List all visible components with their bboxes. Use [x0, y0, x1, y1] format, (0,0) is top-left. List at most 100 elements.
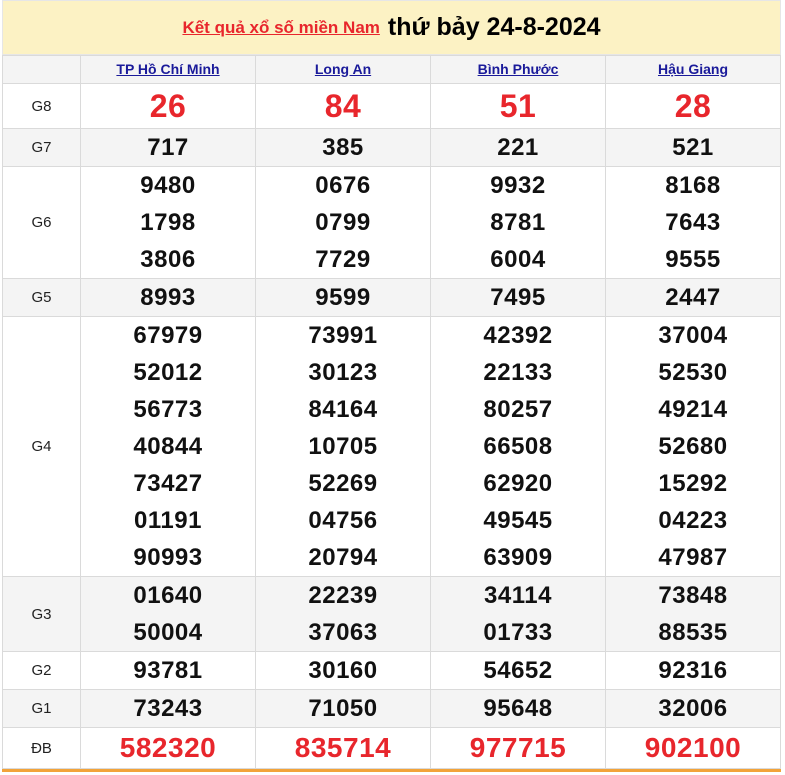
winning-number: 0676 [315, 172, 371, 199]
winning-number: 835714 [294, 732, 392, 763]
province-header-row: TP Hồ Chí Minh Long An Bình Phước Hậu Gi… [2, 55, 781, 84]
prize-cell: 54652 [430, 651, 606, 690]
winning-number: 62920 [483, 470, 553, 497]
prize-cell: 7495 [430, 278, 606, 317]
winning-number: 66508 [483, 433, 553, 460]
prize-cell: 73848 88535 [605, 576, 781, 652]
prize-row-đb: ĐB 582320 835714 977715 902100 [2, 727, 781, 769]
prize-row-g5: G5 8993 9599 7495 2447 [2, 278, 781, 317]
winning-number: 10705 [308, 433, 378, 460]
prize-cell: 73991 30123 84164 10705 52269 04756 20794 [255, 316, 431, 577]
winning-number: 8993 [140, 284, 196, 311]
winning-number: 385 [322, 134, 364, 161]
winning-number: 0799 [315, 209, 371, 236]
winning-number: 26 [149, 88, 187, 124]
winning-number: 9555 [665, 246, 721, 273]
prize-cell: 977715 [430, 727, 606, 769]
winning-number: 01733 [483, 619, 553, 646]
winning-number: 52530 [658, 359, 728, 386]
winning-number: 15292 [658, 470, 728, 497]
winning-number: 88535 [658, 619, 728, 646]
prize-label: G1 [2, 689, 81, 728]
province-link[interactable]: Hậu Giang [657, 60, 728, 77]
winning-number: 30160 [308, 657, 378, 684]
winning-number: 90993 [133, 544, 203, 571]
winning-number: 73243 [133, 695, 203, 722]
winning-number: 977715 [469, 732, 567, 763]
prize-cell: 221 [430, 128, 606, 167]
title-link[interactable]: Kết quả xổ số miền Nam [182, 17, 380, 37]
winning-number: 49545 [483, 507, 553, 534]
winning-number: 22133 [483, 359, 553, 386]
prize-cell: 717 [80, 128, 256, 167]
prize-cell: 582320 [80, 727, 256, 769]
prize-cell: 26 [80, 83, 256, 129]
prize-row-g8: G8 26 84 51 28 [2, 83, 781, 129]
winning-number: 01191 [134, 507, 202, 534]
winning-number: 80257 [483, 396, 553, 423]
winning-number: 7643 [665, 209, 721, 236]
prize-label: G5 [2, 278, 81, 317]
prize-label: G6 [2, 166, 81, 279]
winning-number: 52012 [133, 359, 203, 386]
winning-number: 84 [324, 88, 362, 124]
prize-label: G7 [2, 128, 81, 167]
prize-cell: 30160 [255, 651, 431, 690]
winning-number: 47987 [658, 544, 728, 571]
prize-cell: 8993 [80, 278, 256, 317]
province-link[interactable]: Long An [314, 60, 372, 77]
winning-number: 7729 [315, 246, 371, 273]
prize-cell: 0676 0799 7729 [255, 166, 431, 279]
prize-cell: 385 [255, 128, 431, 167]
prize-cell: 2447 [605, 278, 781, 317]
prize-cell: 42392 22133 80257 66508 62920 49545 63909 [430, 316, 606, 577]
prize-cell: 32006 [605, 689, 781, 728]
winning-number: 37063 [308, 619, 378, 646]
winning-number: 54652 [483, 657, 553, 684]
prize-cell: 51 [430, 83, 606, 129]
title-date: thứ bảy 24-8-2024 [387, 13, 601, 41]
winning-number: 95648 [483, 695, 553, 722]
winning-number: 22239 [308, 582, 378, 609]
prize-cell: 84 [255, 83, 431, 129]
winning-number: 6004 [490, 246, 546, 273]
winning-number: 04223 [658, 507, 728, 534]
prize-cell: 22239 37063 [255, 576, 431, 652]
bottom-border [2, 769, 781, 772]
prize-cell: 521 [605, 128, 781, 167]
winning-number: 73848 [658, 582, 728, 609]
prize-cell: 902100 [605, 727, 781, 769]
winning-number: 8781 [490, 209, 546, 236]
winning-number: 63909 [483, 544, 553, 571]
results-table: TP Hồ Chí Minh Long An Bình Phước Hậu Gi… [2, 55, 781, 769]
winning-number: 28 [674, 88, 712, 124]
prize-cell: 37004 52530 49214 52680 15292 04223 47987 [605, 316, 781, 577]
title-bar: Kết quả xổ số miền Nam thứ bảy 24-8-2024 [2, 0, 781, 55]
prize-cell: 8168 7643 9555 [605, 166, 781, 279]
winning-number: 42392 [483, 322, 553, 349]
province-link[interactable]: Bình Phước [477, 60, 559, 77]
winning-number: 717 [147, 134, 189, 161]
prize-row-g6: G6 9480 1798 3806 0676 0799 7729 9932 8781 6004 81… [2, 166, 781, 279]
province-link[interactable]: TP Hồ Chí Minh [116, 60, 220, 77]
winning-number: 7495 [490, 284, 546, 311]
winning-number: 32006 [658, 695, 728, 722]
winning-number: 49214 [658, 396, 728, 423]
winning-number: 9932 [490, 172, 546, 199]
prize-cell: 71050 [255, 689, 431, 728]
winning-number: 9599 [315, 284, 371, 311]
prize-row-g2: G2 93781 30160 54652 92316 [2, 651, 781, 690]
prize-cell: 67979 52012 56773 40844 73427 01191 90993 [80, 316, 256, 577]
winning-number: 56773 [133, 396, 203, 423]
winning-number: 93781 [133, 657, 203, 684]
winning-number: 34114 [484, 582, 552, 609]
prize-cell: 95648 [430, 689, 606, 728]
winning-number: 52680 [658, 433, 728, 460]
winning-number: 902100 [644, 732, 742, 763]
prize-cell: 34114 01733 [430, 576, 606, 652]
winning-number: 521 [672, 134, 714, 161]
prize-cell: 28 [605, 83, 781, 129]
winning-number: 52269 [308, 470, 378, 497]
winning-number: 221 [497, 134, 539, 161]
